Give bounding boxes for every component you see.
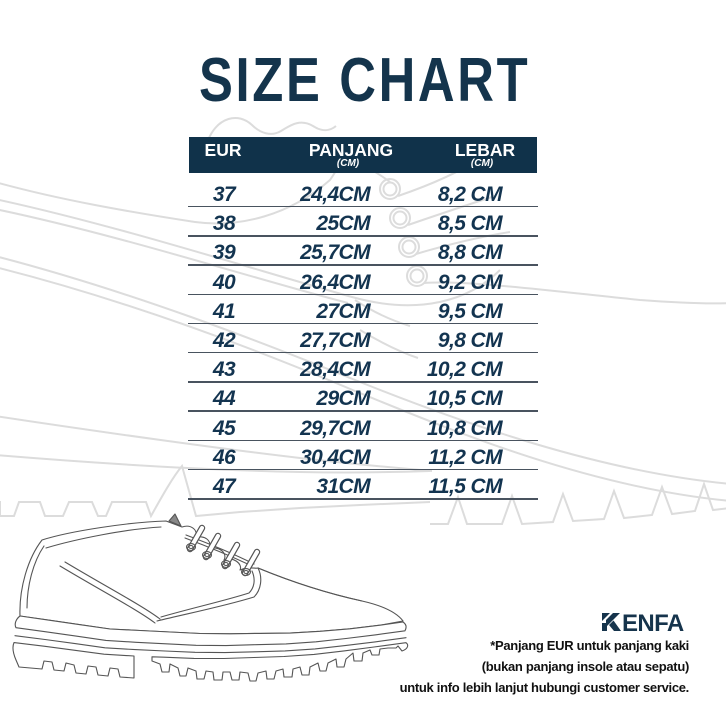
- svg-text:ENFA: ENFA: [622, 611, 684, 633]
